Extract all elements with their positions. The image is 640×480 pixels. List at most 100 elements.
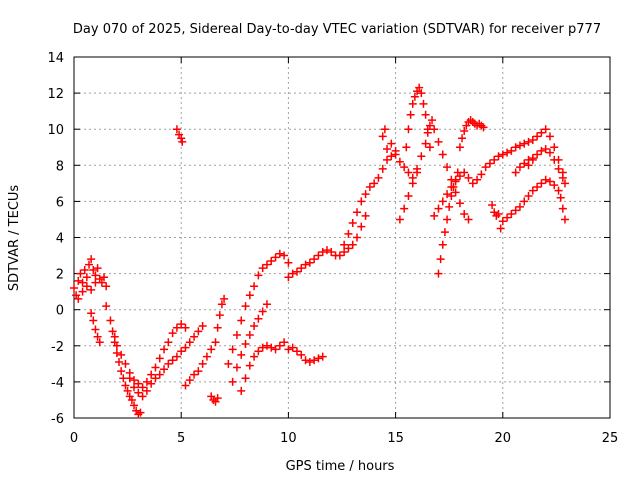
data-point — [112, 341, 121, 350]
data-point — [537, 179, 546, 188]
data-point — [172, 352, 181, 361]
data-point — [91, 278, 100, 287]
y-tick-label: 8 — [56, 159, 64, 174]
data-point — [511, 168, 520, 177]
x-tick-label: 25 — [602, 431, 619, 446]
data-point — [528, 186, 537, 195]
data-point — [142, 386, 151, 395]
data-point — [434, 137, 443, 146]
data-point — [550, 181, 559, 190]
data-point — [190, 332, 199, 341]
data-point — [138, 392, 147, 401]
data-point — [537, 146, 546, 155]
data-point — [284, 345, 293, 354]
data-point — [181, 381, 190, 390]
data-point — [468, 179, 477, 188]
data-point — [142, 377, 151, 386]
data-point — [70, 284, 78, 293]
data-point — [447, 191, 456, 200]
data-point — [151, 374, 160, 383]
data-point — [275, 341, 284, 350]
data-point — [147, 379, 156, 388]
data-point — [85, 260, 94, 269]
data-point — [415, 83, 424, 92]
x-axis-label: GPS time / hours — [286, 459, 395, 474]
y-tick-label: 2 — [56, 268, 64, 283]
y-tick-label: -4 — [51, 376, 64, 391]
data-point — [89, 265, 98, 274]
data-point — [458, 134, 467, 143]
data-point — [100, 273, 109, 282]
data-point — [275, 249, 284, 258]
data-point — [528, 136, 537, 145]
data-point — [91, 325, 100, 334]
data-point — [507, 146, 516, 155]
data-point — [82, 273, 91, 282]
data-point — [217, 300, 226, 309]
data-point — [438, 197, 447, 206]
data-point — [237, 350, 246, 359]
data-point — [258, 307, 267, 316]
data-point — [305, 358, 314, 367]
data-point — [533, 182, 542, 191]
data-point — [310, 356, 319, 365]
data-point — [541, 175, 550, 184]
data-point — [473, 175, 482, 184]
data-points — [70, 83, 569, 419]
data-point — [511, 206, 520, 215]
data-point — [554, 164, 563, 173]
data-point — [185, 376, 194, 385]
x-tick-label: 5 — [177, 431, 185, 446]
data-point — [477, 170, 486, 179]
x-tick-label: 20 — [495, 431, 512, 446]
data-point — [220, 294, 229, 303]
data-point — [74, 294, 83, 303]
data-point — [87, 255, 96, 264]
data-point — [280, 251, 289, 260]
data-point — [361, 190, 370, 199]
data-point — [232, 330, 241, 339]
data-point — [344, 244, 353, 253]
data-point — [421, 110, 430, 119]
data-point — [172, 125, 181, 134]
data-point — [207, 345, 216, 354]
data-point — [443, 163, 452, 172]
data-point — [258, 343, 267, 352]
data-point — [284, 258, 293, 267]
data-point — [434, 269, 443, 278]
data-point — [423, 125, 432, 134]
data-point — [357, 222, 366, 231]
y-tick-label: -2 — [51, 340, 64, 355]
data-point — [447, 182, 456, 191]
data-point — [344, 229, 353, 238]
data-point — [498, 150, 507, 159]
data-point — [455, 143, 464, 152]
data-point — [410, 92, 419, 101]
data-point — [545, 132, 554, 141]
data-point — [106, 316, 115, 325]
x-tick-label: 0 — [70, 431, 78, 446]
data-point — [177, 347, 186, 356]
data-point — [406, 110, 415, 119]
data-point — [102, 302, 111, 311]
data-point — [78, 287, 87, 296]
data-point — [280, 338, 289, 347]
data-point — [245, 330, 254, 339]
data-point — [134, 388, 143, 397]
x-tick-label: 15 — [387, 431, 404, 446]
data-point — [383, 145, 392, 154]
data-point — [258, 264, 267, 273]
data-point — [391, 150, 400, 159]
data-point — [400, 163, 409, 172]
data-point — [232, 363, 241, 372]
data-point — [524, 191, 533, 200]
data-point — [284, 273, 293, 282]
y-tick-label: 10 — [47, 123, 64, 138]
data-point — [460, 210, 469, 219]
data-point — [262, 341, 271, 350]
data-point — [250, 282, 259, 291]
data-point — [378, 132, 387, 141]
data-point — [357, 197, 366, 206]
